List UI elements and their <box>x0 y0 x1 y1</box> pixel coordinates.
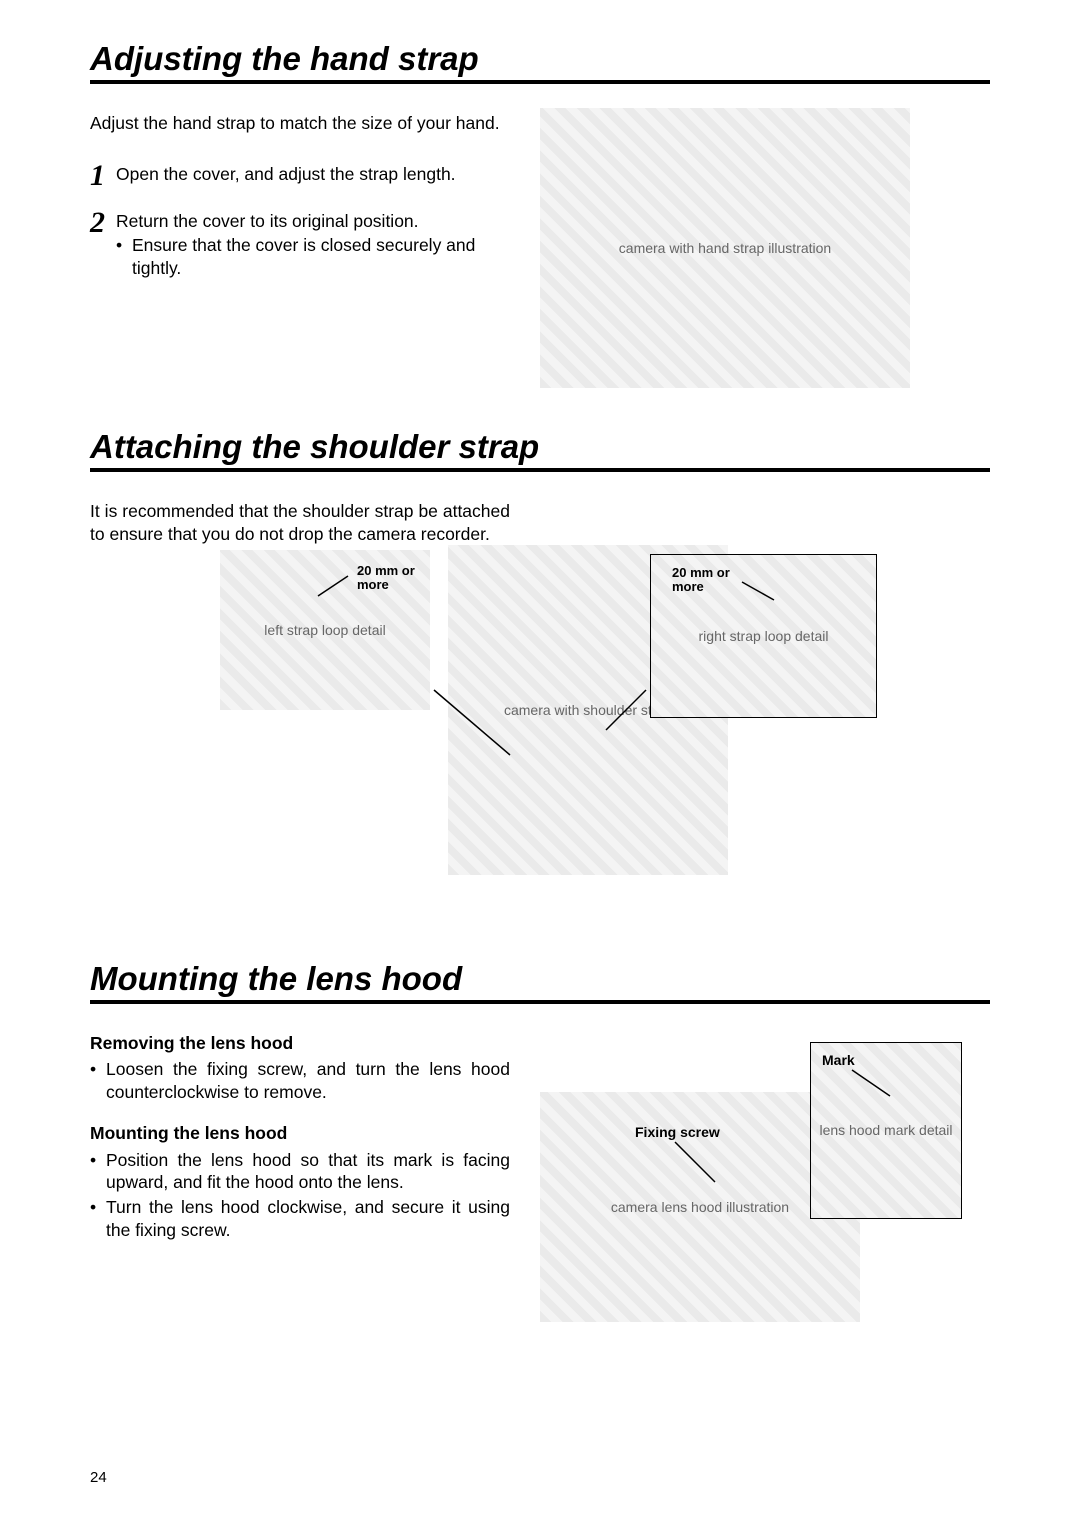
mounting-bullet-1: Position the lens hood so that its mark … <box>90 1149 510 1195</box>
step-number: 2 <box>90 203 105 242</box>
section1-text: Adjust the hand strap to match the size … <box>90 112 510 304</box>
section-lens-hood: Mounting the lens hood Removing the lens… <box>90 960 990 1352</box>
mounting-head: Mounting the lens hood <box>90 1122 510 1145</box>
camera-handstrap-illustration: camera with hand strap illustration <box>540 108 910 388</box>
rule <box>90 1000 990 1004</box>
section3-body: Removing the lens hood Loosen the fixing… <box>90 1032 990 1352</box>
section3-text: Removing the lens hood Loosen the fixing… <box>90 1032 510 1260</box>
step-number: 1 <box>90 156 105 195</box>
page-number: 24 <box>90 1469 107 1486</box>
section1-title: Adjusting the hand strap <box>90 40 990 78</box>
rule <box>90 80 990 84</box>
step-text: Open the cover, and adjust the strap len… <box>116 164 456 184</box>
section1-intro: Adjust the hand strap to match the size … <box>90 112 510 135</box>
step-2: 2 Return the cover to its original posit… <box>90 210 510 280</box>
removing-list: Loosen the fixing screw, and turn the le… <box>90 1058 510 1104</box>
removing-bullet: Loosen the fixing screw, and turn the le… <box>90 1058 510 1104</box>
section2-figure: left strap loop detail 20 mm or more cam… <box>90 540 990 920</box>
section3-title: Mounting the lens hood <box>90 960 990 998</box>
section1-figure: camera with hand strap illustration <box>540 108 990 388</box>
mounting-bullet-2: Turn the lens hood clockwise, and secure… <box>90 1196 510 1242</box>
step-text: Return the cover to its original positio… <box>116 211 419 231</box>
section3-figure: camera lens hood illustration lens hood … <box>540 1032 990 1352</box>
section1-body: Adjust the hand strap to match the size … <box>90 112 990 388</box>
step-1: 1 Open the cover, and adjust the strap l… <box>90 163 510 186</box>
section2-leader-lines <box>90 540 990 920</box>
manual-page: Adjusting the hand strap Adjust the hand… <box>0 0 1080 1526</box>
step-bullet: Ensure that the cover is closed securely… <box>116 234 510 280</box>
section-hand-strap: Adjusting the hand strap Adjust the hand… <box>90 40 990 388</box>
section-shoulder-strap: Attaching the shoulder strap It is recom… <box>90 428 990 920</box>
mounting-list: Position the lens hood so that its mark … <box>90 1149 510 1242</box>
section3-leader-lines <box>540 1032 970 1352</box>
rule <box>90 468 990 472</box>
section2-title: Attaching the shoulder strap <box>90 428 990 466</box>
removing-head: Removing the lens hood <box>90 1032 510 1055</box>
